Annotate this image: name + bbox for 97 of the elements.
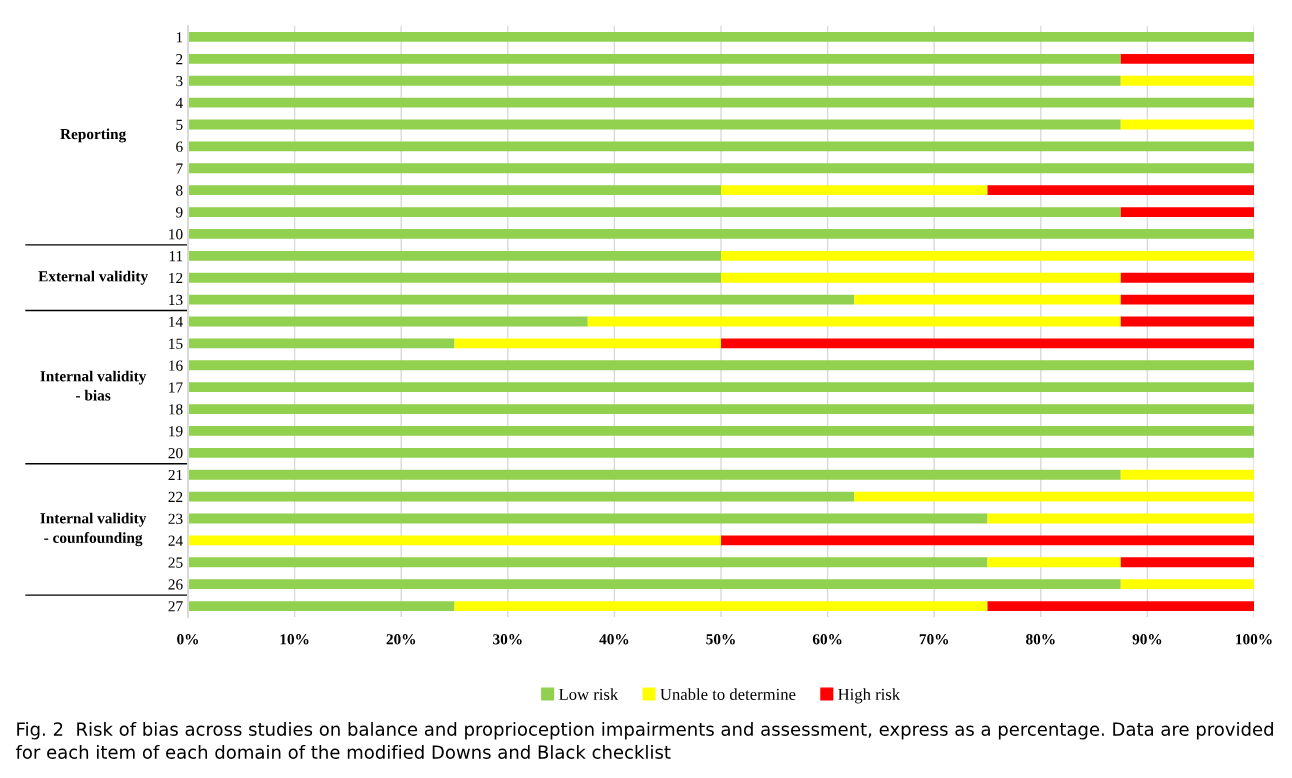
legend-label: Unable to determine	[660, 688, 796, 700]
text: External validity	[38, 270, 148, 285]
text: Reporting	[60, 128, 127, 143]
y-tick-label: 9	[175, 207, 183, 218]
bar	[1120, 557, 1254, 568]
bar	[721, 338, 1254, 349]
bar	[188, 75, 1121, 86]
bar	[1120, 53, 1254, 64]
bar	[188, 141, 1254, 152]
bar	[1120, 469, 1254, 480]
y-tick-label: 26	[168, 579, 183, 590]
bar	[987, 557, 1121, 568]
x-tick-label: 20%	[386, 634, 416, 645]
y-tick-label: 17	[169, 382, 183, 393]
y-tick-label: 25	[168, 557, 183, 568]
y-tick-label: 27	[168, 601, 183, 612]
text: Internal validity - bias	[40, 370, 147, 401]
x-tick-label: 0%	[177, 634, 199, 645]
y-tick-label: 4	[175, 97, 183, 108]
bar	[1120, 579, 1254, 590]
bar	[721, 535, 1254, 546]
bar	[987, 601, 1254, 611]
bar	[188, 601, 455, 611]
x-tick-label: 30%	[493, 634, 522, 645]
bar	[188, 316, 588, 327]
bar	[721, 272, 1121, 283]
bar	[188, 229, 1254, 239]
bar	[1120, 272, 1254, 283]
x-tick-label: 10%	[280, 634, 309, 645]
bar	[188, 513, 988, 524]
bar	[188, 185, 721, 196]
y-tick-label: 5	[176, 119, 183, 130]
x-tick-label: 80%	[1026, 634, 1055, 645]
y-tick-label: 23	[168, 513, 183, 524]
x-tick-label: 50%	[706, 634, 735, 645]
y-tick-label: 19	[169, 426, 183, 437]
bar	[188, 404, 1254, 414]
y-tick-label: 12	[169, 272, 183, 284]
bar	[1120, 294, 1254, 305]
y-tick-label: 6	[176, 141, 183, 152]
bar	[188, 97, 1254, 108]
y-tick-label: 11	[169, 251, 183, 262]
bar	[188, 272, 721, 283]
bar	[188, 207, 1121, 217]
bar	[188, 426, 1254, 436]
bar	[188, 32, 1254, 42]
bar	[987, 185, 1254, 196]
legend-label: Low risk	[559, 688, 619, 700]
bar	[188, 535, 721, 546]
bar	[188, 360, 1254, 371]
text: Internal validity - counfounding	[40, 512, 147, 547]
y-tick-label: 21	[168, 469, 183, 481]
legend-label: High risk	[838, 688, 901, 704]
y-tick-label: 18	[169, 404, 183, 415]
bar	[1120, 316, 1254, 327]
y-tick-label: 7	[176, 163, 183, 174]
bar	[987, 513, 1254, 524]
y-tick-label: 10	[169, 229, 183, 240]
bar	[188, 469, 1121, 480]
caption: Fig. 2 Risk of bias across studies on balance and proprioception impairments and assessment, express as a percentage. Data are provided for each item of each domain of the modified Downs and Black checklist	[15, 722, 1273, 759]
y-tick-label: 1	[176, 32, 183, 43]
bar	[1120, 75, 1254, 86]
bar	[854, 294, 1121, 305]
bar	[721, 185, 988, 196]
y-tick-label: 3	[176, 75, 183, 87]
y-tick-label: 14	[169, 316, 183, 327]
bar	[454, 338, 721, 349]
x-tick-label: 40%	[599, 634, 629, 645]
y-tick-label: 22	[168, 491, 183, 502]
bar	[854, 491, 1254, 502]
bar	[188, 447, 1254, 458]
bar	[188, 250, 721, 261]
bar	[188, 338, 455, 349]
bar	[1120, 119, 1254, 130]
bar	[1120, 207, 1254, 217]
y-tick-label: 2	[176, 54, 183, 65]
y-tick-label: 16	[169, 360, 183, 371]
bar	[188, 579, 1121, 590]
y-tick-label: 24	[168, 535, 183, 546]
bar	[721, 250, 1254, 261]
x-tick-label: 100%	[1236, 634, 1272, 645]
bar	[188, 294, 855, 305]
x-tick-label: 90%	[1132, 634, 1162, 645]
bar	[188, 382, 1254, 393]
y-tick-label: 8	[176, 185, 183, 196]
x-tick-label: 70%	[919, 634, 949, 645]
bar	[188, 119, 1121, 130]
y-tick-label: 20	[168, 447, 183, 459]
bar	[188, 557, 988, 568]
bar	[188, 491, 855, 502]
x-tick-label: 60%	[812, 634, 842, 645]
bar	[188, 163, 1254, 174]
bar	[188, 53, 1121, 64]
bar	[587, 316, 1121, 327]
y-tick-label: 15	[169, 338, 183, 349]
bar	[454, 601, 988, 611]
y-tick-label: 13	[169, 294, 183, 306]
